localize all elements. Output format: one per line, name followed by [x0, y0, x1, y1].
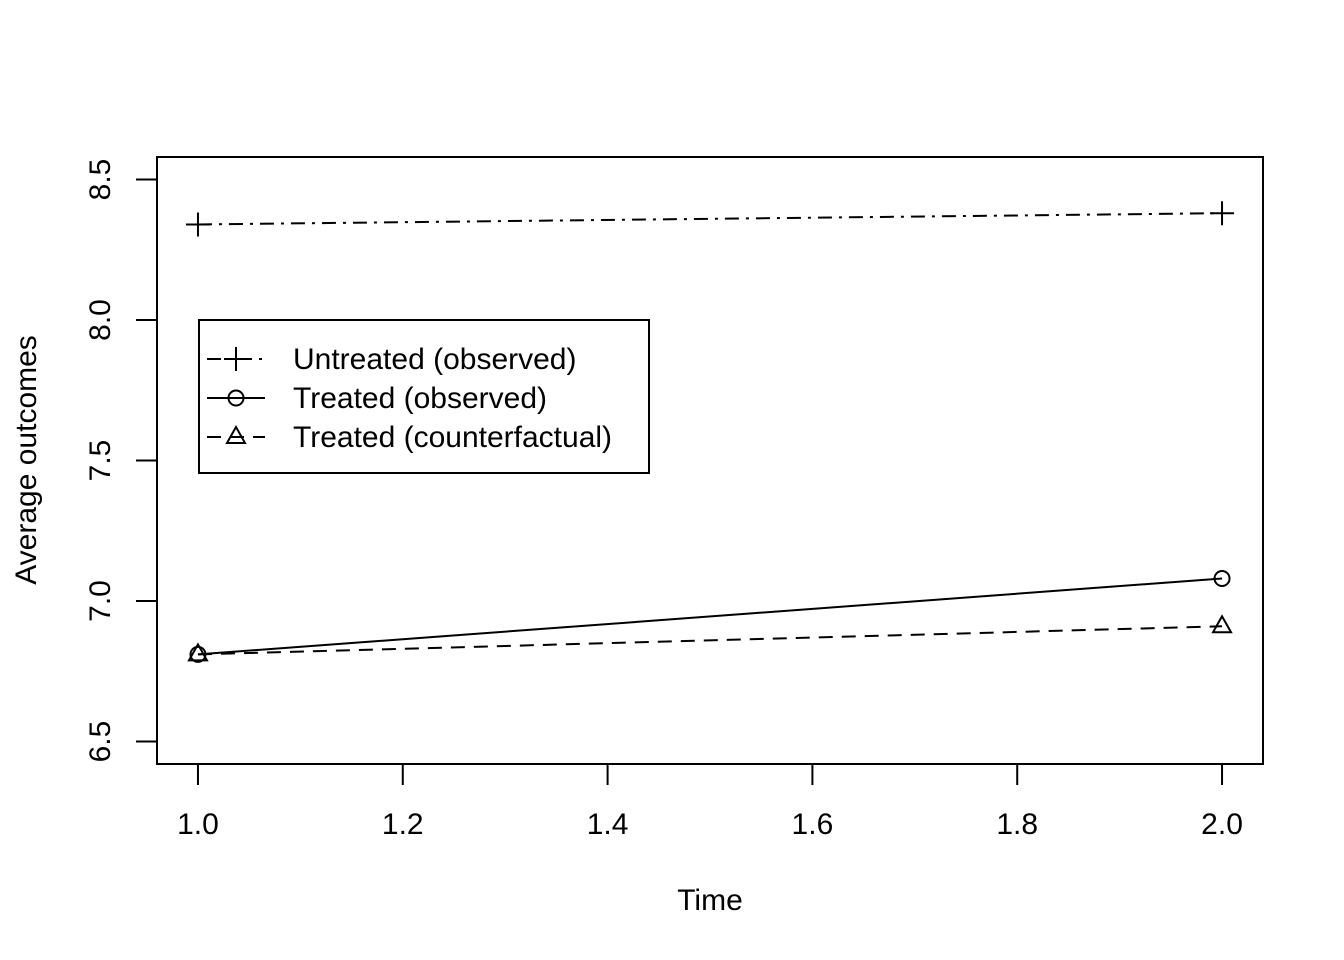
y-tick-label: 8.5 — [84, 159, 117, 201]
legend-item: Treated (observed) — [207, 382, 547, 415]
data-point — [1213, 570, 1231, 588]
data-point — [1211, 614, 1233, 634]
x-tick-label: 1.2 — [382, 808, 424, 841]
series-1 — [185, 201, 1235, 237]
series-line — [197, 577, 1223, 656]
x-tick-label: 1.0 — [177, 808, 219, 841]
legend-marker — [225, 424, 247, 444]
x-tick-label: 2.0 — [1201, 808, 1243, 841]
x-axis-title: Time — [677, 884, 743, 917]
legend-item: Untreated (observed) — [207, 343, 576, 376]
x-tick-label: 1.6 — [792, 808, 834, 841]
legend-label: Treated (observed) — [293, 382, 547, 415]
y-axis: 6.5 7.0 7.5 8.0 8.5 — [84, 159, 158, 763]
series-2 — [189, 570, 1231, 663]
legend-label: Treated (counterfactual) — [293, 421, 612, 454]
x-tick-label: 1.8 — [996, 808, 1038, 841]
y-tick-label: 7.0 — [84, 580, 117, 622]
series-line — [197, 212, 1223, 226]
x-tick-label: 1.4 — [587, 808, 629, 841]
series-layer — [185, 201, 1235, 663]
y-tick-label: 6.5 — [84, 721, 117, 763]
data-point — [185, 212, 210, 237]
legend-item: Treated (counterfactual) — [207, 421, 612, 454]
legend-marker — [227, 389, 245, 407]
y-axis-title: Average outcomes — [10, 335, 43, 585]
legend: Untreated (observed) Treated (observed) Tr… — [198, 319, 650, 474]
x-axis: 1.0 1.2 1.4 1.6 1.8 2.0 — [177, 763, 1243, 841]
data-point — [1210, 201, 1235, 226]
legend-marker — [224, 347, 248, 371]
y-tick-label: 7.5 — [84, 440, 117, 482]
data-point — [187, 642, 209, 662]
legend-label: Untreated (observed) — [293, 343, 576, 376]
series-line — [197, 625, 1223, 656]
legend-box — [198, 319, 650, 474]
y-tick-label: 8.0 — [84, 299, 117, 341]
series-3 — [187, 614, 1233, 662]
